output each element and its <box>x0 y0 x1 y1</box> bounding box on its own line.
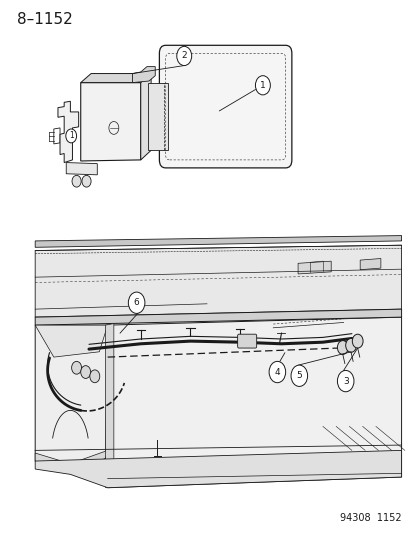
FancyBboxPatch shape <box>159 45 291 168</box>
Polygon shape <box>81 83 140 161</box>
Polygon shape <box>35 245 401 317</box>
FancyBboxPatch shape <box>237 334 256 348</box>
Circle shape <box>72 175 81 187</box>
Circle shape <box>290 365 307 386</box>
Text: 6: 6 <box>133 298 139 307</box>
Circle shape <box>268 361 285 383</box>
Text: 2: 2 <box>181 52 187 60</box>
Polygon shape <box>132 67 155 83</box>
Polygon shape <box>35 236 401 247</box>
Polygon shape <box>359 259 380 270</box>
Polygon shape <box>81 74 151 83</box>
Circle shape <box>90 370 100 383</box>
Circle shape <box>255 76 270 95</box>
Text: 3: 3 <box>342 377 348 385</box>
Circle shape <box>176 46 191 66</box>
Circle shape <box>71 361 81 374</box>
Circle shape <box>345 338 356 352</box>
Polygon shape <box>35 325 107 472</box>
Polygon shape <box>35 450 401 488</box>
Polygon shape <box>58 101 78 163</box>
Circle shape <box>351 334 362 348</box>
Circle shape <box>128 292 145 313</box>
Polygon shape <box>66 163 97 175</box>
Text: 4: 4 <box>274 368 280 376</box>
Polygon shape <box>148 83 167 150</box>
Polygon shape <box>35 325 107 357</box>
Text: 94308  1152: 94308 1152 <box>339 513 401 523</box>
Circle shape <box>337 370 353 392</box>
Circle shape <box>82 175 91 187</box>
Polygon shape <box>35 309 401 325</box>
Text: 8–1152: 8–1152 <box>17 12 72 27</box>
Text: 5: 5 <box>296 372 301 380</box>
Polygon shape <box>105 324 114 488</box>
Circle shape <box>81 366 90 378</box>
Text: 1: 1 <box>69 132 74 140</box>
Polygon shape <box>297 261 330 274</box>
Circle shape <box>337 341 347 354</box>
Polygon shape <box>107 317 401 488</box>
Circle shape <box>66 129 76 143</box>
Text: 1: 1 <box>259 81 265 90</box>
Polygon shape <box>140 74 151 160</box>
Polygon shape <box>35 450 107 472</box>
